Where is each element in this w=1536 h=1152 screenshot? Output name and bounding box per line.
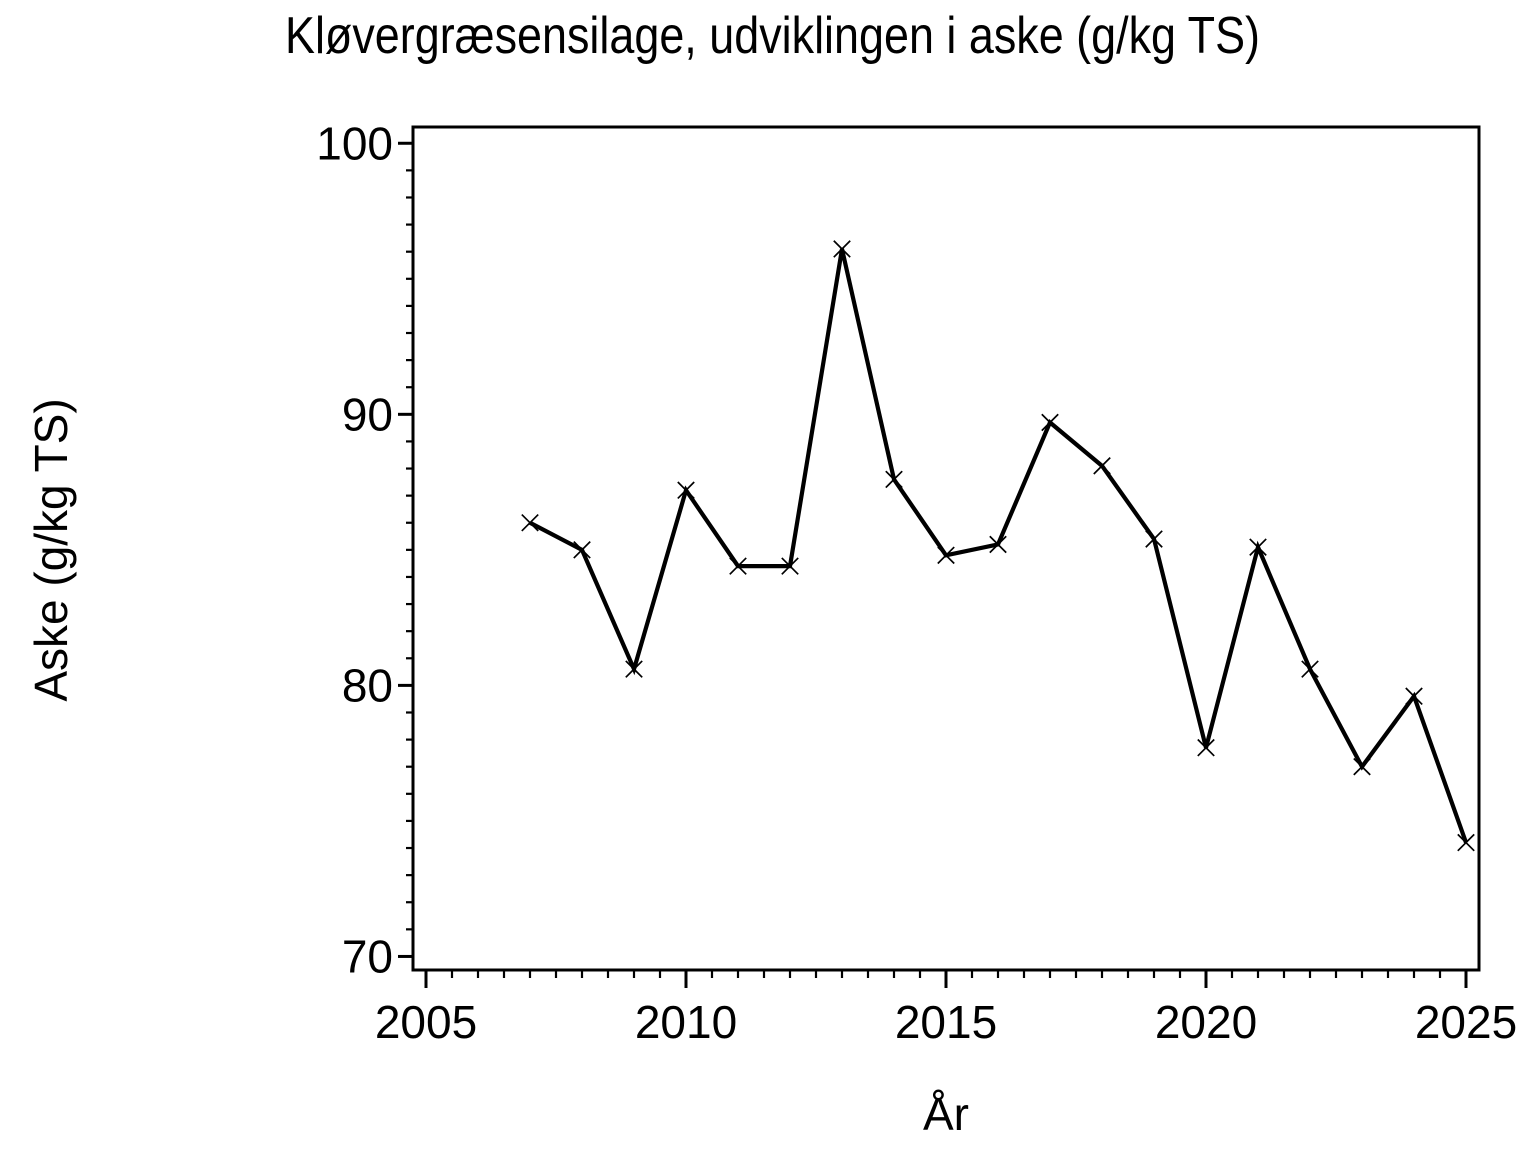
x-axis-ticks [424, 970, 1468, 988]
data-point-marker [1093, 457, 1111, 475]
x-tick-label: 2020 [1155, 996, 1257, 1048]
data-point-marker [781, 557, 799, 575]
plot-border [411, 125, 1481, 972]
y-axis-ticks [398, 141, 413, 958]
data-markers [521, 240, 1475, 852]
data-point-marker [1197, 738, 1215, 757]
x-tick-label: 2005 [375, 996, 477, 1048]
chart-title: Kløvergræsensilage, udviklingen i aske (… [285, 7, 1260, 65]
data-point-marker [1249, 538, 1267, 556]
data-point-marker [833, 240, 851, 258]
data-point-marker [573, 541, 591, 559]
data-point-marker [1353, 757, 1371, 776]
data-point-marker [937, 546, 955, 565]
data-point-marker [729, 557, 747, 575]
y-tick-label: 70 [342, 930, 393, 982]
y-axis-tick-labels: 70 80 90 100 [316, 117, 393, 982]
x-tick-label: 2025 [1415, 996, 1517, 1048]
data-point-marker [1301, 660, 1319, 678]
data-point-marker [677, 481, 695, 500]
data-point-marker [989, 535, 1007, 554]
x-tick-label: 2010 [635, 996, 737, 1048]
data-point-marker [521, 513, 539, 532]
y-tick-label: 100 [316, 117, 393, 169]
y-tick-label: 90 [342, 388, 393, 440]
data-point-marker [625, 660, 643, 678]
x-axis-label: År [923, 1088, 969, 1140]
y-tick-label: 80 [342, 659, 393, 711]
y-axis-label: Aske (g/kg TS) [25, 398, 77, 701]
data-point-marker [1145, 530, 1163, 548]
data-point-marker [1457, 833, 1475, 852]
data-point-marker [885, 470, 903, 489]
data-point-marker [1041, 413, 1059, 432]
x-axis-tick-labels: 2005 2010 2015 2020 2025 [375, 996, 1517, 1048]
x-tick-label: 2015 [895, 996, 997, 1048]
data-line [529, 248, 1468, 844]
data-point-marker [1405, 687, 1423, 706]
